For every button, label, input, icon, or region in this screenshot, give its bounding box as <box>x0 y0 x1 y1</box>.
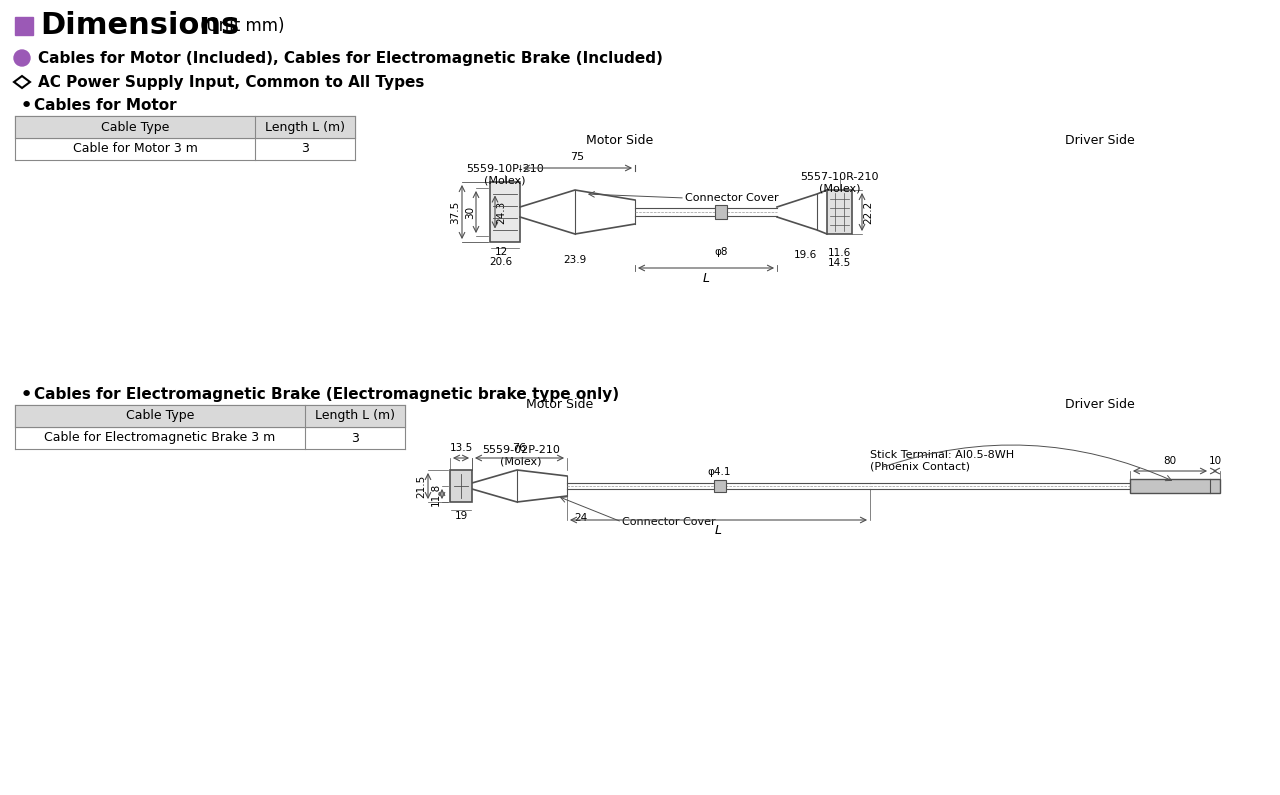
Text: Dimensions: Dimensions <box>40 11 239 41</box>
Text: 11.6: 11.6 <box>828 248 851 258</box>
Text: 76: 76 <box>512 443 526 453</box>
Text: Stick Terminal: AI0.5-8WH
(Phoenix Contact): Stick Terminal: AI0.5-8WH (Phoenix Conta… <box>870 450 1014 471</box>
Text: Cable for Motor 3 m: Cable for Motor 3 m <box>73 142 197 156</box>
Bar <box>15 405 404 427</box>
Bar <box>451 470 472 502</box>
Text: Driver Side: Driver Side <box>1065 398 1135 412</box>
Text: Connector Cover: Connector Cover <box>622 517 716 527</box>
Text: Motor Side: Motor Side <box>526 398 594 412</box>
Text: •: • <box>20 385 33 405</box>
Text: L: L <box>716 524 722 537</box>
Text: 75: 75 <box>571 152 585 162</box>
Text: 14.5: 14.5 <box>828 258 851 268</box>
Text: φ8: φ8 <box>714 247 728 257</box>
Text: Cable Type: Cable Type <box>101 121 169 134</box>
Bar <box>716 205 727 219</box>
Circle shape <box>14 50 29 66</box>
Text: 13.5: 13.5 <box>449 443 472 453</box>
Text: Cable for Electromagnetic Brake 3 m: Cable for Electromagnetic Brake 3 m <box>45 432 275 444</box>
Bar <box>490 182 520 242</box>
Text: Cables for Motor: Cables for Motor <box>35 99 177 114</box>
Text: •: • <box>20 96 33 116</box>
Bar <box>827 190 852 234</box>
Text: 19: 19 <box>454 511 467 521</box>
Text: Cables for Motor (Included), Cables for Electromagnetic Brake (Included): Cables for Motor (Included), Cables for … <box>38 51 663 65</box>
Text: 80: 80 <box>1164 456 1176 466</box>
Bar <box>1130 479 1220 493</box>
Text: 22.2: 22.2 <box>863 200 873 223</box>
Text: 5559-10P-210
(Molex): 5559-10P-210 (Molex) <box>466 164 544 185</box>
Text: 30: 30 <box>465 205 475 219</box>
Text: 20.6: 20.6 <box>489 257 512 267</box>
Text: L: L <box>703 272 709 285</box>
Text: φ4.1: φ4.1 <box>708 467 731 477</box>
Text: 5559-02P-210
(Molex): 5559-02P-210 (Molex) <box>483 445 559 467</box>
Text: 24.3: 24.3 <box>497 200 506 223</box>
Text: AC Power Supply Input, Common to All Types: AC Power Supply Input, Common to All Typ… <box>38 75 425 90</box>
Text: Cables for Electromagnetic Brake (Electromagnetic brake type only): Cables for Electromagnetic Brake (Electr… <box>35 387 620 402</box>
Text: 23.9: 23.9 <box>563 255 586 265</box>
Text: 19.6: 19.6 <box>794 250 817 260</box>
Text: 5557-10R-210
(Molex): 5557-10R-210 (Molex) <box>800 172 879 194</box>
Text: 21.5: 21.5 <box>416 475 426 498</box>
Text: 3: 3 <box>301 142 308 156</box>
Text: Length L (m): Length L (m) <box>315 409 396 422</box>
Text: 37.5: 37.5 <box>451 200 460 223</box>
Text: 10: 10 <box>1208 456 1221 466</box>
Text: Driver Side: Driver Side <box>1065 134 1135 146</box>
Bar <box>713 480 726 492</box>
Bar <box>15 116 355 138</box>
Bar <box>15 17 33 35</box>
Text: (Unit mm): (Unit mm) <box>200 17 284 35</box>
Text: 24: 24 <box>575 513 588 523</box>
Text: Cable Type: Cable Type <box>125 409 195 422</box>
Text: 3: 3 <box>351 432 358 444</box>
Text: 11.8: 11.8 <box>431 483 442 506</box>
Text: Length L (m): Length L (m) <box>265 121 346 134</box>
Text: 12: 12 <box>494 247 508 257</box>
Text: Connector Cover: Connector Cover <box>685 193 778 203</box>
Text: Motor Side: Motor Side <box>586 134 654 146</box>
